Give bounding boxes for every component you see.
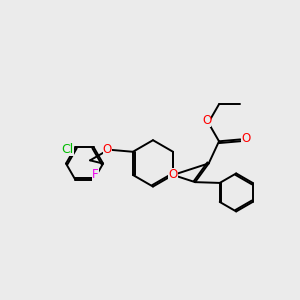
Text: Cl: Cl xyxy=(62,143,74,156)
Text: O: O xyxy=(168,169,178,182)
Text: O: O xyxy=(241,132,250,145)
Text: O: O xyxy=(103,143,112,156)
Text: F: F xyxy=(92,168,99,181)
Text: O: O xyxy=(202,114,212,127)
